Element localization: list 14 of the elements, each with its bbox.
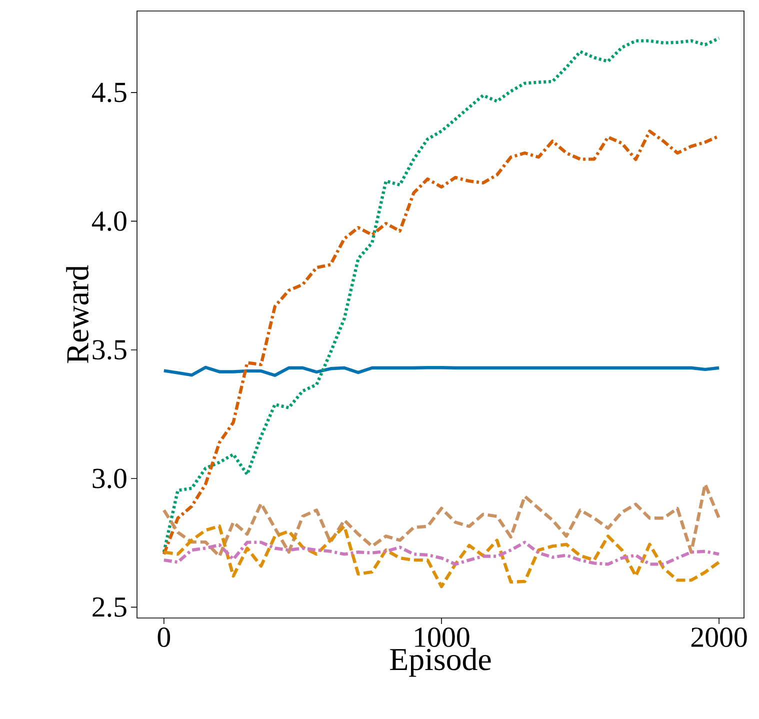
x-tick-label: 0	[158, 628, 170, 647]
y-tick-label: 4.0	[92, 211, 126, 232]
y-tick-label: 2.5	[92, 597, 126, 617]
y-axis-title: Reward	[66, 265, 89, 364]
x-axis-title: Episode	[390, 648, 491, 677]
y-tick-label: 3.0	[92, 468, 126, 488]
x-tick-label: 2000	[691, 628, 747, 647]
line-series	[162, 524, 721, 588]
line-series	[162, 482, 721, 558]
line-series	[162, 540, 721, 566]
line-series	[162, 36, 721, 554]
x-tick-label: 1000	[415, 628, 470, 647]
y-tick-label: 3.5	[92, 340, 126, 360]
y-tick-label: 4.5	[92, 82, 126, 102]
